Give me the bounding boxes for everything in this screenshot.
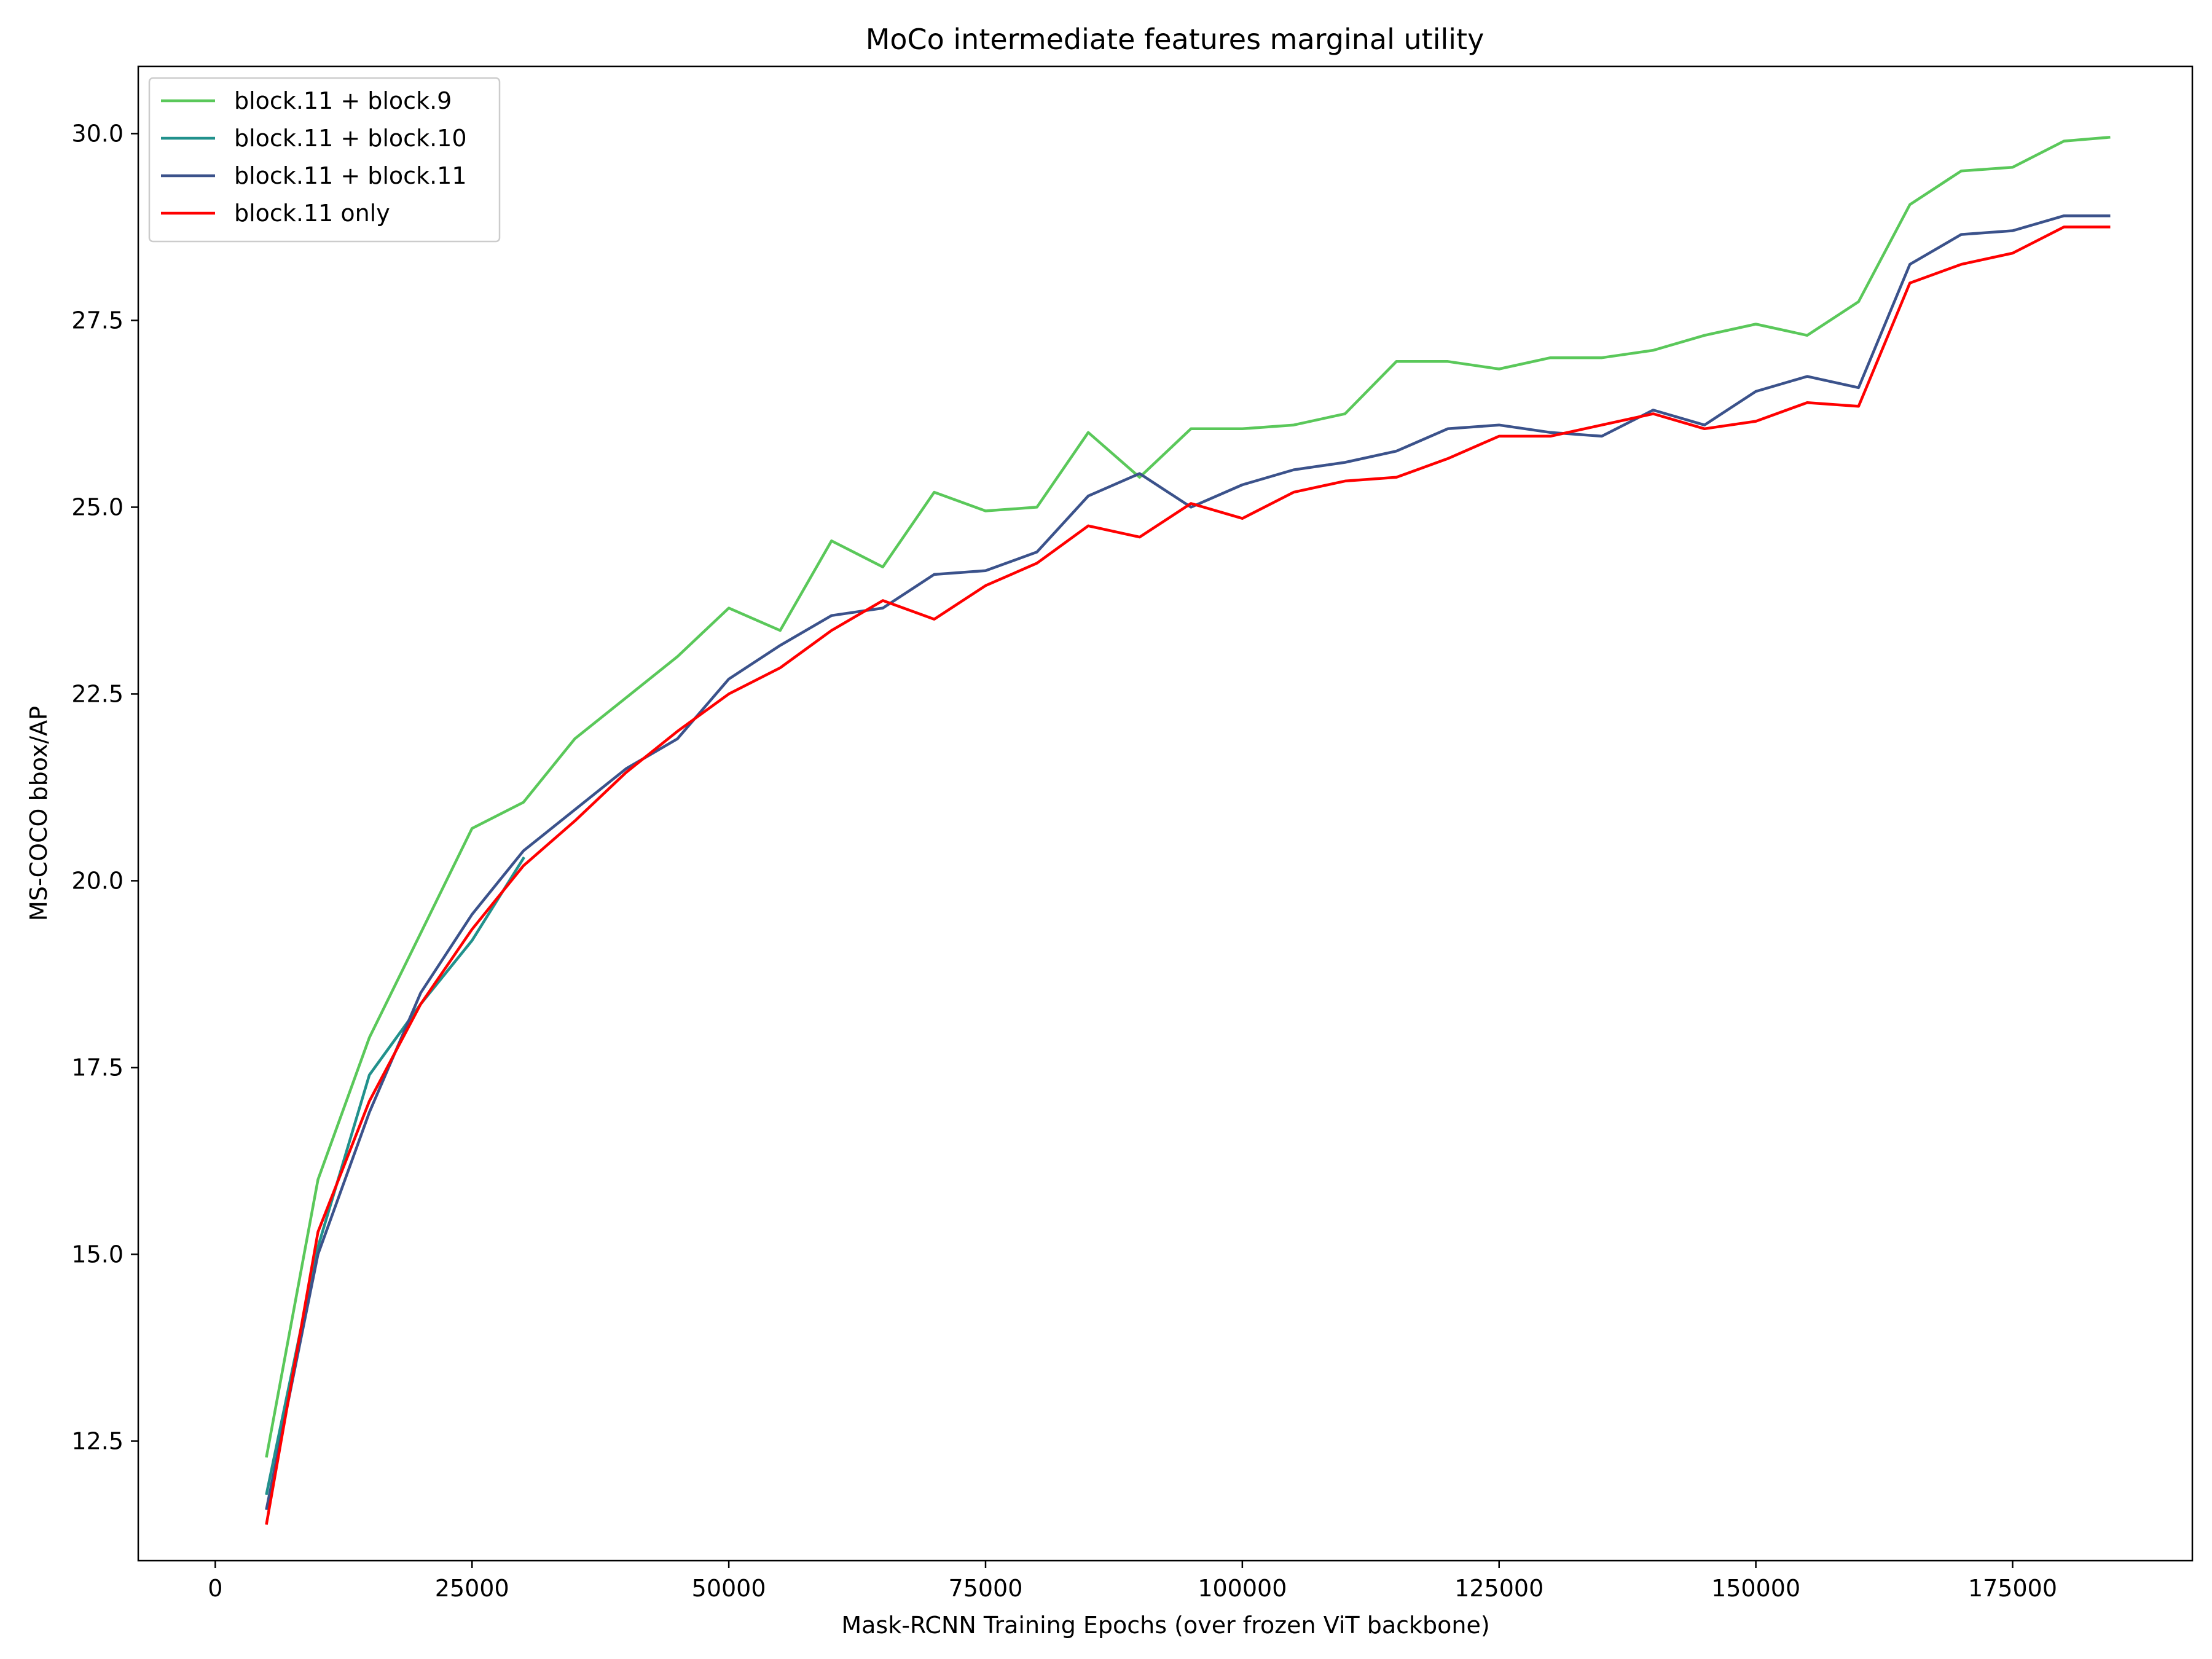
legend: block.11 + block.9 block.11 + block.10 blo… [148, 77, 501, 243]
x-tick-label: 0 [208, 1575, 222, 1602]
x-axis-ticks: 0 25000 50000 75000 100000 125000 150000 175000 [208, 1561, 2057, 1602]
x-axis-label: Mask-RCNN Training Epochs (over frozen V… [841, 1612, 1489, 1639]
y-tick-label: 27.5 [71, 307, 124, 334]
x-tick-label: 125000 [1454, 1575, 1543, 1602]
y-tick-label: 20.0 [71, 867, 124, 894]
x-tick-label: 25000 [435, 1575, 509, 1602]
x-tick-label: 100000 [1198, 1575, 1287, 1602]
legend-label-3: block.11 only [234, 200, 390, 227]
series-line-0 [265, 136, 2111, 1458]
legend-box [148, 77, 501, 243]
x-tick-label: 175000 [1968, 1575, 2057, 1602]
series-line-2 [265, 214, 2111, 1510]
y-tick-label: 17.5 [71, 1054, 124, 1081]
y-tick-label: 25.0 [71, 493, 124, 520]
legend-label-1: block.11 + block.10 [234, 125, 467, 152]
x-tick-label: 75000 [949, 1575, 1023, 1602]
plot-lines [265, 136, 2111, 1525]
chart-title: MoCo intermediate features marginal util… [866, 23, 1484, 56]
series-line-3 [265, 226, 2111, 1525]
y-tick-label: 22.5 [71, 680, 124, 707]
y-tick-label: 12.5 [71, 1427, 124, 1454]
x-tick-label: 50000 [692, 1575, 766, 1602]
y-axis-ticks: 12.5 15.0 17.5 20.0 22.5 25.0 27.5 30.0 [71, 120, 138, 1454]
legend-label-2: block.11 + block.11 [234, 162, 467, 189]
y-tick-label: 15.0 [71, 1241, 124, 1268]
x-tick-label: 150000 [1711, 1575, 1800, 1602]
plot-frame [137, 65, 2194, 1562]
y-tick-label: 30.0 [71, 120, 124, 147]
legend-label-0: block.11 + block.9 [234, 87, 452, 114]
y-axis-label: MS-COCO bbox/AP [25, 706, 52, 921]
